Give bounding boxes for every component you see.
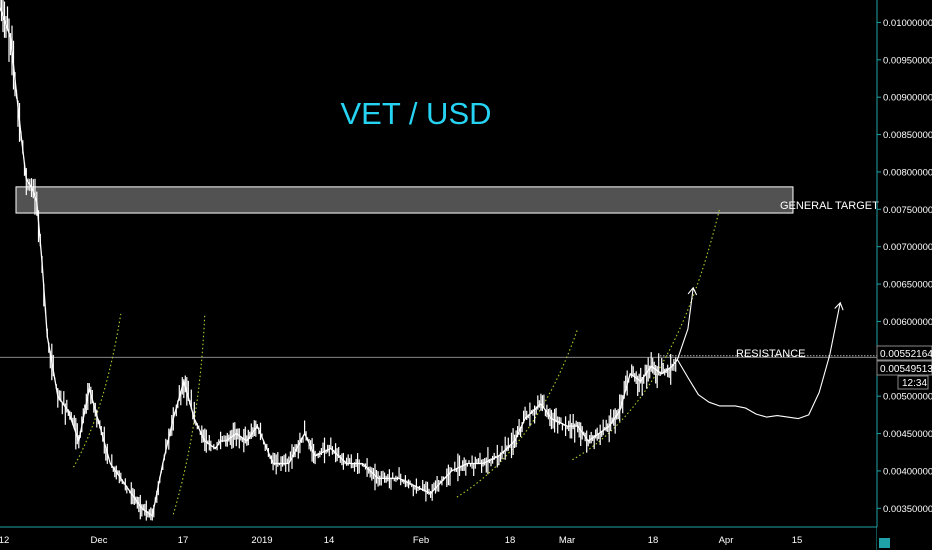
countdown-box [897,375,929,390]
time-axis-corner [877,527,932,550]
resistance-label: RESISTANCE [736,348,805,360]
price-tick-label: 0.00900000 [883,93,932,104]
price-tick-label: 0.00950000 [883,55,932,66]
time-tick-label: 17 [178,535,189,546]
time-tick-label: 15 [792,535,803,546]
price-tick-label: 0.01000000 [883,18,932,29]
price-label-upper: 0.00552164 [876,345,932,361]
projected-arrowhead-1 [834,301,844,311]
price-tick-label: 0.00350000 [883,504,932,515]
time-tick-label: Feb [413,535,429,546]
target-zone-label: GENERAL TARGET [780,200,879,212]
projected-arrowhead-2 [687,286,698,296]
resistance-line [0,355,877,358]
projected-path-1 [676,302,841,420]
growth-curve-1 [73,313,122,468]
time-tick-label: 2019 [251,535,272,546]
projected-path-2 [676,287,694,360]
countdown-label: 12:34 [897,375,929,390]
growth-curve-3 [456,328,579,498]
price-series [0,7,678,517]
growth-curve-4 [572,209,720,461]
price-tick-label: 0.00850000 [883,130,932,141]
candles [0,0,677,521]
time-tick-label: 18 [505,535,516,546]
time-tick-label: 12 [0,535,9,546]
price-label-lower-text: 0.00549513 [880,364,932,375]
price-label-lower: 0.00549513 [876,360,932,376]
growth-curve-2 [172,313,206,515]
time-axis[interactable]: 12 Dec 17 2019 14 Feb 18 Mar 18 Apr 15 [0,535,802,546]
time-tick-label: Mar [559,535,575,546]
price-axis[interactable]: 0.01000000 0.00950000 0.00900000 0.00850000… [877,18,932,515]
price-label-upper-box [876,345,932,361]
price-tick-label: 0.00650000 [883,280,932,291]
growth-curves [73,209,720,515]
price-tick-label: 0.00600000 [883,317,932,328]
price-tick-label: 0.00450000 [883,429,932,440]
countdown-text: 12:34 [902,378,927,389]
axis-corner-mark [879,538,890,548]
projections [676,286,844,420]
price-tick-label: 0.00750000 [883,205,932,216]
price-label-upper-text: 0.00552164 [880,349,932,360]
price-label-lower-box [876,360,932,376]
price-tick-label: 0.00500000 [883,392,932,403]
price-tick-label: 0.00800000 [883,167,932,178]
price-tick-label: 0.00700000 [883,242,932,253]
plot-area [0,0,877,521]
time-tick-label: Dec [91,535,108,546]
chart-title: VET / USD [340,96,491,131]
target-zone [15,186,794,214]
price-tick-label: 0.00400000 [883,466,932,477]
target-zone-box [15,186,794,214]
time-tick-label: 18 [648,535,659,546]
time-tick-label: Apr [719,535,734,546]
time-tick-label: 14 [324,535,335,546]
price-line [0,7,678,517]
